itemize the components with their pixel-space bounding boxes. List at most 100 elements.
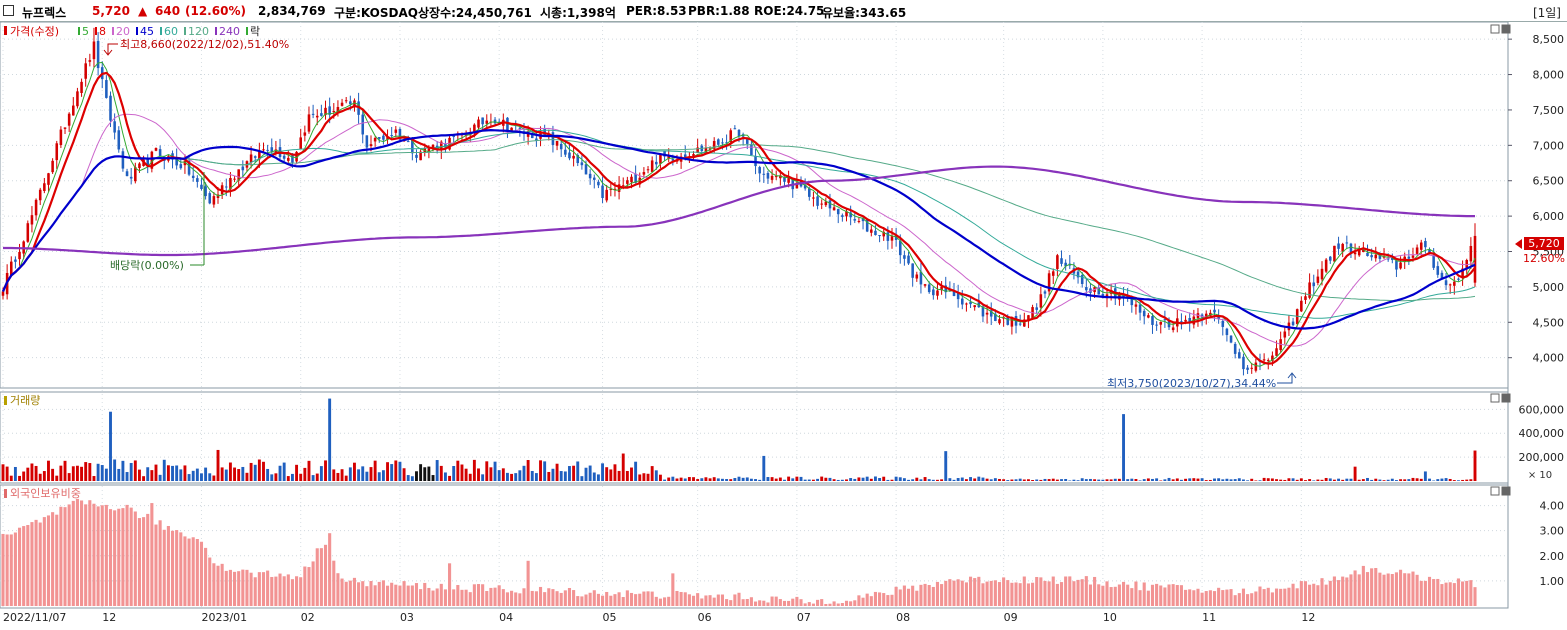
foreign-bar (266, 570, 270, 606)
candle-body (750, 144, 753, 156)
foreign-bar (931, 586, 935, 606)
foreign-bar (935, 581, 940, 606)
candle-body (1006, 316, 1010, 325)
volume-legend: 거래량 × 10 (4, 394, 1552, 481)
volume-bar (762, 455, 766, 481)
foreign-bar (745, 598, 749, 606)
volume-bar (998, 478, 1001, 481)
foreign-bar (423, 582, 427, 606)
candle-body (134, 167, 137, 182)
volume-bar (795, 476, 799, 481)
volume-bar (729, 479, 733, 481)
foreign-bar (199, 541, 204, 606)
foreign-bar (137, 518, 141, 606)
volume-bar (423, 467, 427, 481)
candle-body (121, 151, 125, 169)
date-tick-label: 2023/01 (201, 611, 247, 624)
volume-bar (1275, 479, 1278, 481)
price-tick-label: 8,500 (1533, 33, 1565, 46)
candle-body (886, 232, 890, 241)
foreign-bar (42, 517, 46, 606)
volume-bar (675, 478, 679, 481)
foreign-bar (1390, 574, 1394, 606)
foreign-bar (154, 524, 158, 606)
candle-body (477, 119, 480, 128)
volume-bar (791, 478, 795, 481)
foreign-bar (464, 589, 468, 606)
foreign-bar (377, 581, 381, 606)
candle-body (1461, 268, 1464, 278)
volume-value: 2,834,769 (258, 4, 326, 18)
foreign-bar (1097, 584, 1101, 606)
foreign-bar (336, 573, 340, 606)
volume-bar (158, 474, 162, 481)
candle-body (18, 251, 21, 260)
volume-label: 거래량 (10, 394, 40, 407)
volume-bar (1213, 478, 1216, 481)
foreign-bar (882, 593, 886, 606)
candle-body (1242, 356, 1245, 370)
volume-bar (704, 477, 708, 481)
volume-bar (332, 469, 336, 481)
volume-bar (654, 470, 658, 481)
volume-bar (311, 475, 315, 481)
volume-bar (443, 472, 447, 481)
volume-bar (1146, 478, 1150, 481)
volume-bar (1440, 478, 1444, 481)
foreign-bar (1225, 589, 1229, 606)
volume-bar (613, 464, 617, 481)
foreign-bar (596, 593, 600, 606)
foreign-bar (1093, 576, 1097, 606)
candle-body (919, 271, 923, 285)
candle-body (845, 211, 848, 217)
volume-bar (1101, 479, 1105, 481)
volume-bar (477, 468, 480, 481)
volume-bar (1349, 478, 1353, 481)
volume-bar (1436, 479, 1440, 481)
foreign-bar (1353, 570, 1357, 606)
foreign-bar (1192, 590, 1196, 606)
foreign-bar (1221, 590, 1225, 606)
foreign-bar (663, 597, 667, 606)
volume-bar (964, 479, 968, 481)
foreign-bar (1179, 585, 1183, 606)
foreign-bar (1370, 568, 1374, 606)
foreign-bar (989, 580, 993, 606)
volume-bar (1399, 479, 1403, 481)
panel-buttons[interactable] (1490, 24, 1511, 496)
foreign-bar (832, 601, 836, 606)
volume-tick-label: 400,000 (1519, 427, 1565, 440)
foreign-bar (543, 592, 547, 606)
foreign-bar (175, 530, 179, 606)
foreign-bar (820, 599, 824, 606)
select-checkbox[interactable] (3, 5, 14, 16)
candle-body (1221, 320, 1225, 327)
candle-body (43, 183, 46, 191)
candle-body (1254, 362, 1258, 371)
foreign-tick-label: 2.00 (1540, 550, 1565, 563)
candle-body (584, 164, 588, 175)
volume-bar (605, 467, 609, 481)
date-tick-label: 11 (1202, 611, 1216, 624)
foreign-bar (241, 569, 245, 606)
candle-body (204, 186, 207, 197)
foreign-bar (104, 504, 108, 606)
volume-bar (514, 473, 518, 481)
period-selector[interactable]: [1일] (1532, 6, 1561, 20)
candle-body (117, 130, 121, 150)
volume-bar (774, 478, 778, 481)
volume-bar (824, 477, 828, 481)
foreign-bar (1394, 572, 1398, 606)
foreign-bar (758, 600, 762, 606)
date-tick-label: 02 (301, 611, 315, 624)
volume-bar (1179, 479, 1183, 481)
volume-bar (415, 471, 418, 481)
volume-bar (96, 463, 100, 481)
volume-bar (1332, 479, 1336, 481)
volume-bar (419, 464, 423, 481)
foreign-label: 외국인보유비중 (10, 487, 81, 500)
candle-body (138, 163, 141, 169)
foreign-bar (1035, 576, 1039, 606)
volume-bar (18, 475, 21, 481)
candle-body (63, 127, 67, 129)
